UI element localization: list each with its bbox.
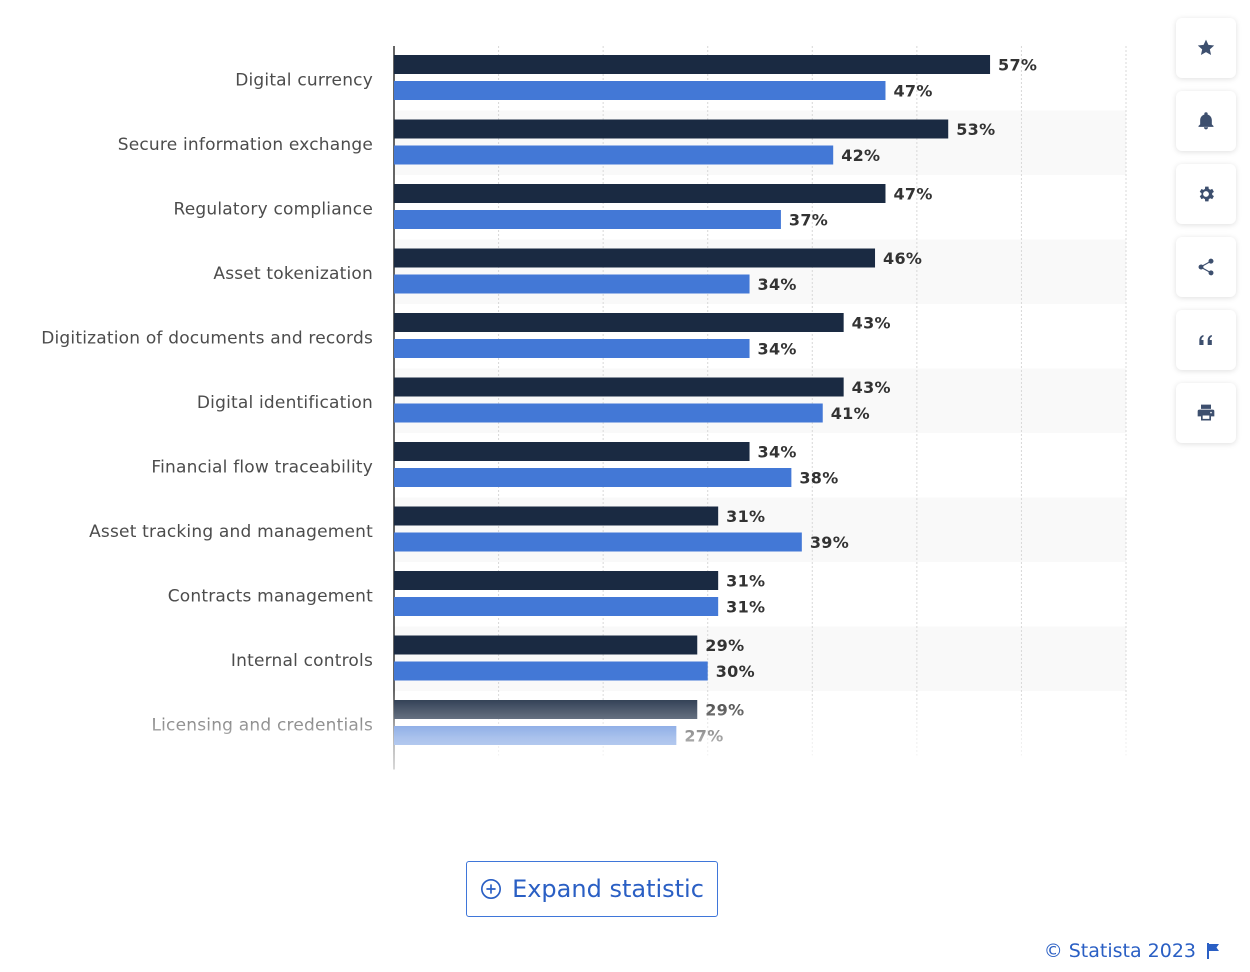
bar-series-1: [394, 313, 844, 332]
bar-series-2: [394, 339, 750, 358]
data-label: 29%: [705, 636, 744, 655]
gear-icon: [1199, 186, 1214, 202]
data-label: 31%: [726, 572, 765, 591]
favorite-button[interactable]: [1176, 18, 1236, 78]
bar-series-2: [394, 274, 750, 294]
expand-statistic-label: Expand statistic: [512, 875, 704, 903]
data-label: 57%: [998, 56, 1037, 75]
data-label: 34%: [758, 340, 797, 359]
expand-statistic-button[interactable]: Expand statistic: [466, 861, 718, 917]
category-label: Licensing and credentials: [151, 715, 373, 735]
data-label: 53%: [956, 120, 995, 139]
statista-credit: © Statista 2023: [1043, 940, 1196, 962]
data-label: 29%: [705, 701, 744, 720]
category-label: Secure information exchange: [118, 135, 373, 155]
bar-series-2: [394, 661, 708, 681]
data-label: 43%: [852, 314, 891, 333]
data-label: 38%: [799, 469, 838, 488]
category-label: Asset tracking and management: [89, 522, 373, 542]
data-label: 31%: [726, 598, 765, 617]
bar-series-2: [394, 532, 802, 552]
quote-icon: [1199, 335, 1212, 345]
bar-series-2: [394, 210, 781, 229]
data-label: 47%: [893, 185, 932, 204]
share-icon: [1198, 258, 1214, 276]
bar-series-1: [394, 442, 750, 461]
category-label: Digital currency: [235, 70, 373, 90]
data-label: 43%: [852, 378, 891, 397]
flag-icon: [1207, 943, 1219, 959]
category-label: Regulatory compliance: [174, 199, 373, 219]
settings-button[interactable]: [1176, 164, 1236, 224]
star-icon: [1197, 39, 1215, 55]
bar-series-1: [394, 571, 719, 590]
bar-series-1: [394, 184, 886, 203]
chart-svg: Digital currency 57% 47% Secure information…: [41, 46, 1127, 770]
data-label: 34%: [758, 275, 797, 294]
data-label: 37%: [789, 211, 828, 230]
bell-icon: [1198, 112, 1214, 130]
bar-series-2: [394, 145, 834, 165]
bar-series-2: [394, 597, 719, 616]
side-toolbar: [1176, 18, 1236, 456]
print-button[interactable]: [1176, 383, 1236, 443]
bar-series-2: [394, 81, 886, 100]
cite-button[interactable]: [1176, 310, 1236, 370]
bar-series-1: [394, 248, 876, 268]
data-label: 41%: [831, 404, 870, 423]
bar-series-1: [394, 700, 698, 719]
bar-series-2: [394, 726, 677, 745]
category-label: Financial flow traceability: [151, 457, 373, 477]
category-label: Digitization of documents and records: [41, 328, 373, 348]
data-label: 46%: [883, 249, 922, 268]
data-label: 27%: [684, 727, 723, 746]
data-label: 30%: [716, 662, 755, 681]
data-label: 31%: [726, 507, 765, 526]
share-button[interactable]: [1176, 237, 1236, 297]
category-label: Digital identification: [197, 393, 373, 413]
notification-button[interactable]: [1176, 91, 1236, 151]
bar-series-2: [394, 468, 792, 487]
plus-circle-icon: [481, 879, 502, 899]
data-label: 34%: [758, 443, 797, 462]
category-label: Asset tokenization: [213, 264, 373, 284]
bar-series-1: [394, 377, 844, 397]
bar-series-1: [394, 635, 698, 655]
data-label: 39%: [810, 533, 849, 552]
footer-credit[interactable]: © Statista 2023: [1044, 940, 1220, 962]
bar-series-2: [394, 403, 823, 423]
data-label: 47%: [893, 82, 932, 101]
data-label: 42%: [841, 146, 880, 165]
print-icon: [1197, 404, 1215, 421]
bar-series-1: [394, 119, 949, 139]
bar-series-1: [394, 55, 991, 74]
bar-series-1: [394, 506, 719, 526]
category-label: Contracts management: [168, 586, 373, 606]
bar-chart: Digital currency 57% 47% Secure information…: [0, 46, 1160, 770]
category-label: Internal controls: [231, 651, 373, 671]
